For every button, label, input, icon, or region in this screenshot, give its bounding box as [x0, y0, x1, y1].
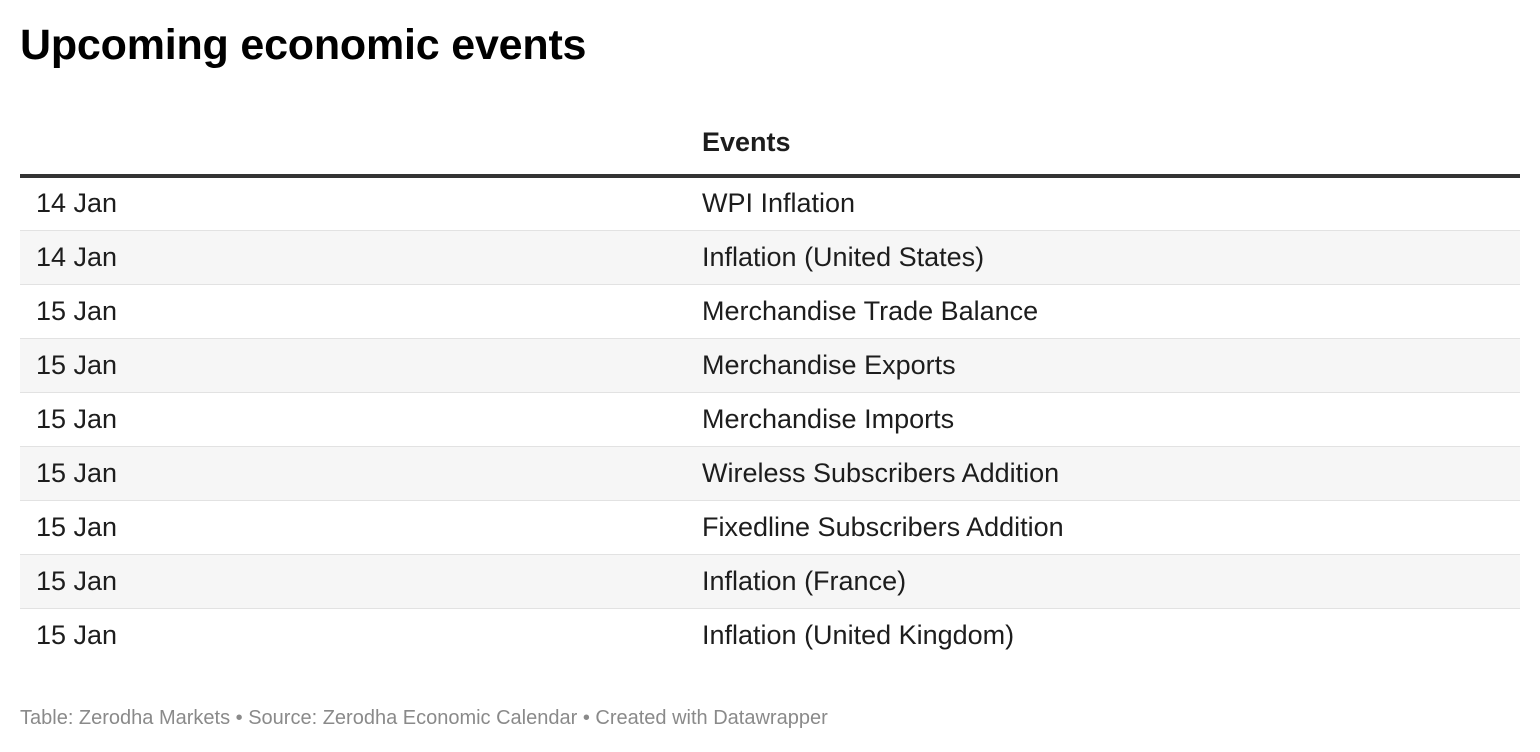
table-row: 15 Jan Merchandise Imports: [20, 392, 1520, 447]
event-cell: Inflation (France): [686, 554, 1520, 609]
date-cell: 15 Jan: [20, 446, 686, 501]
date-column-header: [20, 110, 686, 178]
table-row: 15 Jan Inflation (United Kingdom): [20, 608, 1520, 662]
event-cell: Merchandise Imports: [686, 392, 1520, 447]
date-cell: 15 Jan: [36, 619, 118, 650]
table-row: 14 Jan WPI Inflation: [20, 176, 1520, 231]
table-row: 15 Jan Merchandise Trade Balance: [20, 284, 1520, 339]
date-cell: 15 Jan: [20, 392, 686, 447]
date-cell: 15 Jan: [20, 500, 686, 555]
event-cell: Merchandise Exports: [686, 338, 1520, 393]
table-header: Events: [20, 110, 1520, 178]
date-cell: 14 Jan: [20, 176, 686, 231]
table-footer: Table: Zerodha Markets • Source: Zerodha…: [20, 707, 828, 729]
events-table-container: Events 14 Jan WPI Inflation 14 Jan Inflatio…: [20, 110, 1520, 662]
event-cell: Merchandise Trade Balance: [686, 284, 1520, 339]
events-table: Events 14 Jan WPI Inflation 14 Jan Inflatio…: [20, 110, 1520, 662]
event-cell: Fixedline Subscribers Addition: [686, 500, 1520, 555]
event-cell: Inflation (United States): [686, 230, 1520, 285]
table-row: 15 Jan Wireless Subscribers Addition: [20, 446, 1520, 501]
table-row: 14 Jan Inflation (United States): [20, 230, 1520, 285]
table-row: 15 Jan Merchandise Exports: [20, 338, 1520, 393]
header-row: Events: [20, 110, 1520, 178]
table-row: 15 Jan Fixedline Subscribers Addition: [20, 500, 1520, 555]
date-cell: 14 Jan: [20, 230, 686, 285]
event-cell: Inflation (United Kingdom): [702, 619, 1015, 650]
date-cell: 15 Jan: [20, 338, 686, 393]
event-cell: WPI Inflation: [686, 176, 1520, 231]
date-cell: 15 Jan: [20, 284, 686, 339]
event-cell: Wireless Subscribers Addition: [686, 446, 1520, 501]
chart-title: Upcoming economic events: [20, 21, 587, 69]
table-row: 15 Jan Inflation (France): [20, 554, 1520, 609]
date-cell: 15 Jan: [20, 554, 686, 609]
table-body: 14 Jan WPI Inflation 14 Jan Inflation (Unit…: [20, 176, 1520, 662]
events-column-header: Events: [686, 110, 1520, 178]
